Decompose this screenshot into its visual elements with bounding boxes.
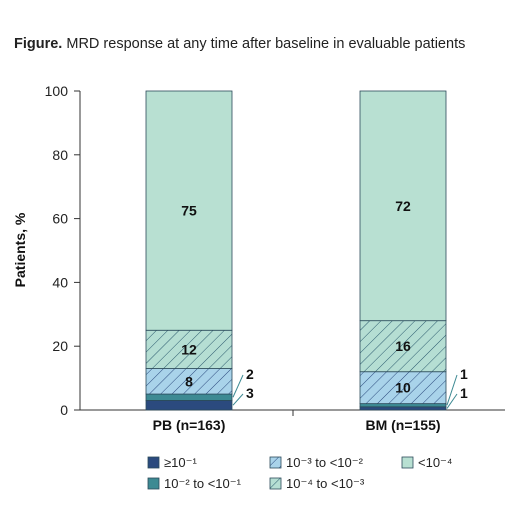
y-tick-label: 20 bbox=[52, 338, 68, 354]
y-tick-label: 100 bbox=[45, 83, 69, 99]
figure-title: Figure. MRD response at any time after b… bbox=[14, 36, 465, 52]
legend-label: 10⁻³ to <10⁻² bbox=[286, 455, 364, 470]
legend-label: 10⁻² to <10⁻¹ bbox=[164, 476, 242, 491]
legend-swatch bbox=[147, 456, 160, 469]
legend-label: 10⁻⁴ to <10⁻³ bbox=[286, 476, 365, 491]
legend-swatch bbox=[147, 477, 160, 490]
legend-swatch bbox=[401, 456, 414, 469]
x-category-label: BM (n=155) bbox=[365, 417, 440, 433]
bar-segment bbox=[359, 371, 447, 405]
y-tick-label: 40 bbox=[52, 274, 68, 290]
y-axis-label: Patients, % bbox=[12, 212, 28, 287]
bar-segment bbox=[359, 90, 447, 322]
data-label: 72 bbox=[395, 198, 411, 214]
figure-caption: MRD response at any time after baseline … bbox=[62, 36, 466, 52]
bar-segment bbox=[145, 400, 233, 411]
legend-label: ≥10⁻¹ bbox=[164, 455, 197, 470]
figure-label: Figure. bbox=[14, 36, 63, 52]
callout-line bbox=[446, 374, 458, 406]
bar-segment bbox=[359, 403, 447, 408]
legend-swatch bbox=[269, 477, 282, 490]
callout-line bbox=[446, 393, 458, 409]
bar-segment bbox=[145, 393, 233, 401]
y-tick-label: 60 bbox=[52, 211, 68, 227]
y-tick-label: 0 bbox=[60, 402, 68, 418]
data-label: 12 bbox=[181, 341, 197, 357]
data-label: 3 bbox=[246, 385, 254, 401]
data-label: 10 bbox=[395, 380, 411, 396]
legend-label: <10⁻⁴ bbox=[418, 455, 453, 470]
data-label: 1 bbox=[460, 366, 468, 382]
x-category-label: PB (n=163) bbox=[153, 417, 226, 433]
callout-line bbox=[232, 393, 244, 406]
data-label: 8 bbox=[185, 373, 193, 389]
callout-line bbox=[232, 374, 244, 398]
data-label: 16 bbox=[395, 338, 411, 354]
bar-segment bbox=[145, 368, 233, 395]
bar-segment bbox=[145, 90, 233, 331]
data-label: 2 bbox=[246, 366, 254, 382]
bar-segment bbox=[359, 406, 447, 411]
y-tick-label: 80 bbox=[52, 147, 68, 163]
data-label: 1 bbox=[460, 385, 468, 401]
bar-segment bbox=[145, 329, 233, 369]
data-label: 75 bbox=[181, 203, 197, 219]
legend-swatch bbox=[269, 456, 282, 469]
